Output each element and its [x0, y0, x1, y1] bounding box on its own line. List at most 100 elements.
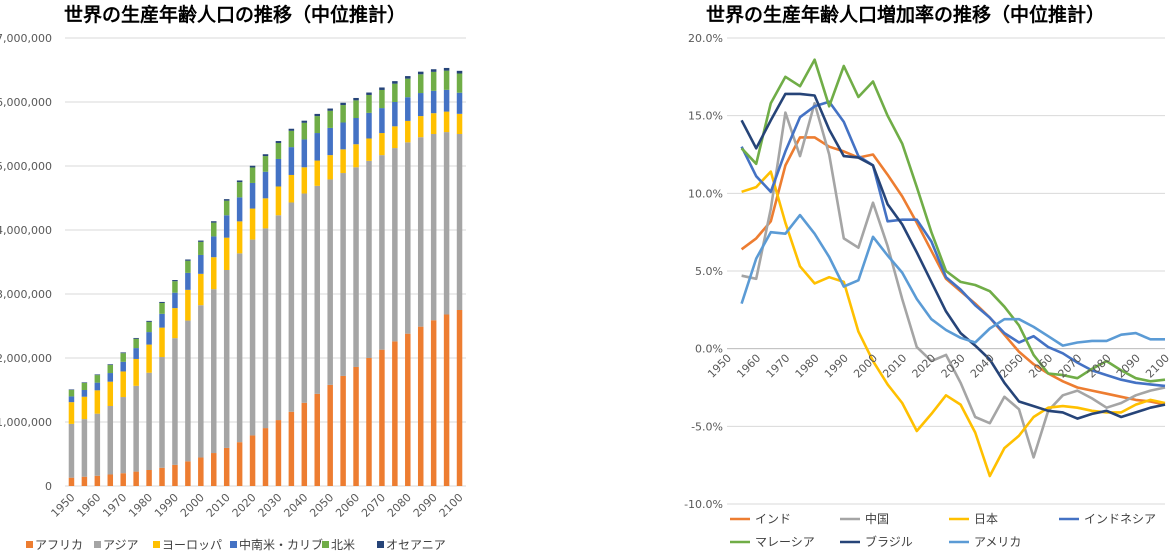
bar-segment: [172, 338, 178, 465]
x-tick-label: 1960: [74, 491, 103, 520]
bar-segment: [379, 133, 385, 156]
bar-segment: [443, 70, 450, 90]
left-chart-title: 世界の生産年齢人口の推移（中位推計）: [63, 4, 406, 26]
bar-segment: [262, 154, 269, 157]
legend-label: ヨーロッパ: [162, 538, 222, 552]
bar-segment: [159, 313, 165, 328]
bar-segment: [211, 257, 217, 290]
bar-segment: [353, 100, 359, 118]
bar-segment: [340, 173, 346, 376]
bar-segment: [146, 321, 152, 333]
bar-segment: [249, 239, 256, 436]
x-tick-label: 2010: [880, 352, 909, 381]
bar-segment: [107, 364, 114, 366]
legend-label: アメリカ: [974, 535, 1021, 549]
bar-segment: [146, 470, 152, 486]
bar-segment: [443, 111, 450, 133]
bar-segment: [223, 447, 230, 486]
bar-segment: [68, 423, 75, 478]
bar-segment: [159, 327, 165, 358]
legend-label: オセアニア: [386, 538, 446, 552]
bar-segment: [417, 326, 424, 486]
bar-segment: [327, 110, 333, 128]
bar-segment: [314, 113, 320, 117]
bar-segment: [107, 373, 114, 382]
legend-label: 中国: [865, 511, 889, 526]
legend-label: アジア: [103, 538, 139, 552]
bar-segment: [120, 361, 126, 372]
bar-segment: [262, 156, 269, 172]
x-tick-label: 1980: [126, 491, 155, 520]
legend-label: 日本: [974, 512, 998, 526]
bar-segment: [456, 73, 463, 93]
bar-segment: [288, 202, 295, 412]
bar-segment: [120, 371, 126, 398]
y-tick-label: 5,000,000: [0, 160, 52, 173]
series-line: [740, 58, 1166, 383]
line-chart: -10.0%-5.0%0.0%5.0%10.0%15.0%20.0%1950 19…: [684, 32, 1172, 549]
bar-segment: [314, 116, 320, 134]
bar-segment: [120, 473, 126, 486]
x-tick-label: 1970: [764, 352, 793, 381]
bar-segment: [314, 133, 320, 161]
series-line: [740, 213, 1165, 347]
bar-segment: [275, 141, 282, 143]
series-line: [741, 101, 1166, 459]
stacked-bar-chart: 0 1,000,000 2,000,000 3,000,000 4,000,000 5,0…: [0, 32, 466, 552]
right-chart-title: 世界の生産年齢人口増加率の推移（中位推計）: [705, 4, 1105, 26]
stacked-bar-chart-panel: 世界の生産年齢人口の推移（中位推計） 0 1,000,000 2,000,000 3,…: [0, 4, 466, 552]
bar-segment: [236, 253, 243, 443]
series-line: [740, 92, 1166, 420]
bar-segment: [107, 381, 114, 406]
y-tick-label: 10.0%: [688, 187, 723, 200]
bar-segment: [159, 467, 165, 486]
bar-segment: [198, 305, 204, 458]
bar-segment: [443, 67, 450, 71]
bar-segment: [211, 236, 217, 258]
legend-swatch: [26, 541, 33, 548]
bar-segment: [107, 406, 114, 475]
bar-segment: [456, 92, 463, 114]
bar-segment: [172, 280, 178, 282]
legend-label: ブラジル: [865, 534, 913, 549]
bar-segment: [94, 375, 101, 383]
legend-label: 中南米・カリブ: [239, 537, 323, 552]
bar-segment: [327, 179, 333, 385]
y-tick-label: 4,000,000: [0, 224, 52, 237]
bar-segment: [327, 127, 333, 156]
bar-segment: [211, 453, 217, 486]
bar-segment: [353, 167, 359, 367]
y-tick-label: -5.0%: [691, 420, 723, 433]
bar-segment: [366, 92, 372, 95]
bar-segment: [443, 89, 450, 112]
bar-segment: [159, 302, 165, 314]
bar-segment: [288, 130, 295, 148]
bar-segment: [120, 352, 126, 354]
bar-segment: [211, 222, 217, 237]
y-tick-label: 6,000,000: [0, 96, 52, 109]
legend-label: 北米: [331, 538, 355, 552]
bar-segment: [379, 89, 385, 109]
x-tick-label: 2000: [178, 491, 207, 520]
legend-swatch: [322, 541, 329, 548]
bar-segment: [275, 186, 282, 216]
bar-segment: [133, 358, 139, 386]
bar-segment: [405, 142, 411, 334]
bar-segment: [159, 301, 165, 303]
bar-segment: [405, 76, 411, 79]
x-tick-label: 2010: [204, 491, 233, 520]
bar-segment: [198, 241, 204, 255]
bar-segment: [81, 396, 88, 420]
bar-segment: [327, 384, 333, 486]
bar-segment: [94, 390, 101, 414]
x-tick-label: 1960: [734, 352, 763, 381]
bar-segment: [288, 128, 295, 131]
bar-segment: [301, 122, 308, 140]
bar-segment: [417, 137, 424, 327]
bar-segment: [392, 83, 398, 102]
bar-segment: [94, 382, 101, 391]
bar-segment: [301, 167, 308, 194]
bar-segment: [68, 402, 75, 424]
bar-segment: [172, 308, 178, 339]
bar-segment: [405, 120, 411, 143]
